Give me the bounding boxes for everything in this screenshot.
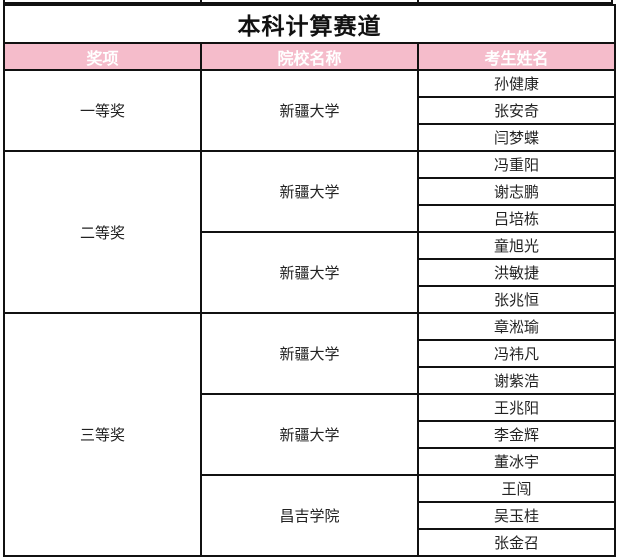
- table-row: 新疆大学 王兆阳: [4, 393, 617, 476]
- header-school: 院校名称: [200, 42, 419, 71]
- table-row: 新疆大学 童旭光: [4, 231, 617, 314]
- student-name-cell: 闫梦蝶: [416, 123, 617, 152]
- student-name-cell: 冯祎凡: [416, 339, 617, 368]
- table-row: 一等奖 新疆大学 孙健康: [3, 69, 617, 152]
- student-name-cell: 谢志鹏: [416, 177, 617, 206]
- previous-table-bottom-edge: [3, 0, 613, 4]
- school-cell: 新疆大学: [200, 150, 419, 233]
- table-row: 吕培栋: [4, 204, 617, 233]
- header-award: 奖项: [3, 42, 202, 71]
- table-row: 谢紫浩: [4, 366, 617, 395]
- student-name-cell: 王闯: [416, 474, 617, 503]
- table-row: 张金召: [4, 528, 617, 557]
- student-name-cell: 童旭光: [416, 231, 617, 260]
- award-table: 本科计算赛道 奖项 院校名称 考生姓名 一等奖 新疆大学 孙健康 张安奇 闫梦蝶 二等奖新…: [2, 4, 617, 557]
- student-name-cell: 王兆阳: [416, 393, 617, 422]
- table-title: 本科计算赛道: [2, 4, 617, 44]
- school-cell: 新疆大学: [200, 312, 419, 395]
- award-cell: 三等奖: [3, 312, 202, 557]
- table-row: 洪敏捷: [4, 258, 617, 287]
- student-name-cell: 张兆恒: [416, 285, 617, 314]
- table-row: 冯祎凡: [4, 339, 617, 368]
- table-row: 昌吉学院 王闯: [4, 474, 617, 557]
- school-cell: 昌吉学院: [200, 474, 419, 557]
- award-cell: 一等奖: [3, 69, 202, 152]
- student-name-cell: 孙健康: [416, 69, 617, 98]
- table-row: 谢志鹏: [4, 177, 617, 206]
- student-name-cell: 张金召: [416, 528, 617, 557]
- student-name-cell: 吴玉桂: [416, 501, 617, 530]
- student-name-cell: 冯重阳: [416, 150, 617, 179]
- student-name-cell: 谢紫浩: [416, 366, 617, 395]
- table-row: 吴玉桂: [4, 501, 617, 530]
- table-row: 三等奖 新疆大学 章淞瑜: [3, 312, 617, 557]
- student-name-cell: 董冰宇: [416, 447, 617, 476]
- student-name-cell: 李金辉: [416, 420, 617, 449]
- table-row: 闫梦蝶: [4, 123, 617, 152]
- table-row: 董冰宇: [4, 447, 617, 476]
- school-cell: 新疆大学: [200, 393, 419, 476]
- table-row: 李金辉: [4, 420, 617, 449]
- header-name: 考生姓名: [416, 42, 617, 71]
- table-row: 张安奇: [4, 96, 617, 125]
- school-cell: 新疆大学: [200, 69, 419, 152]
- student-name-cell: 洪敏捷: [416, 258, 617, 287]
- student-name-cell: 吕培栋: [416, 204, 617, 233]
- table-row: 二等奖 新疆大学 冯重阳: [3, 150, 617, 314]
- school-cell: 新疆大学: [200, 231, 419, 314]
- student-name-cell: 张安奇: [416, 96, 617, 125]
- table-row: 张兆恒: [4, 285, 617, 314]
- award-cell: 二等奖: [3, 150, 202, 314]
- student-name-cell: 章淞瑜: [416, 312, 617, 341]
